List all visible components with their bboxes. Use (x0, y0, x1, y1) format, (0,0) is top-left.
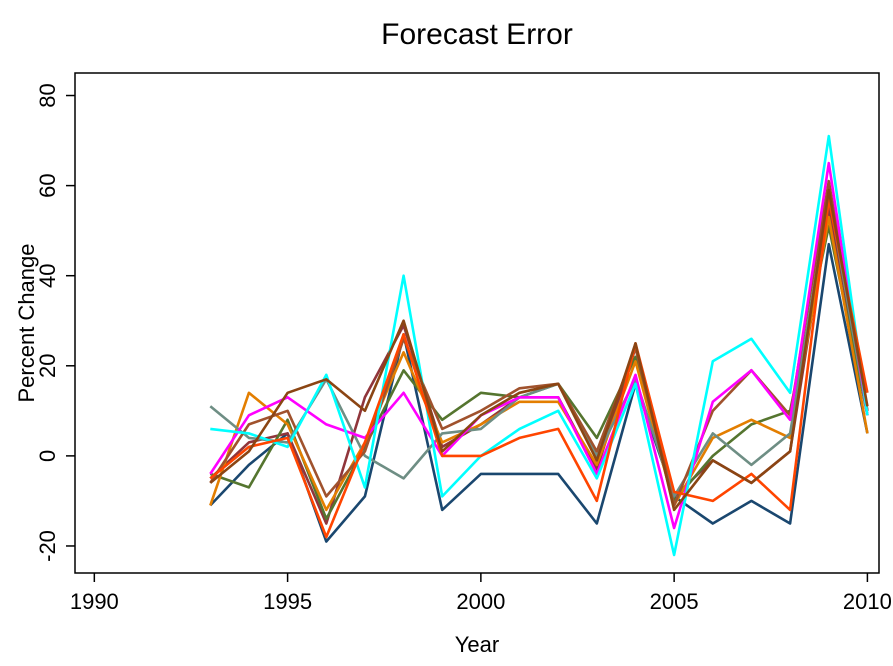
y-tick-label: 20 (35, 354, 60, 378)
plot-area-frame (74, 72, 880, 574)
y-tick-label: 0 (35, 450, 60, 462)
series-line-5 (209, 193, 869, 498)
x-axis-label: Year (455, 632, 499, 657)
y-tick-label: 60 (35, 173, 60, 197)
series-line-10 (209, 188, 869, 512)
y-axis-label: Percent Change (14, 244, 39, 403)
series-line-4 (209, 215, 869, 512)
x-tick-label: 1995 (263, 589, 312, 614)
x-axis-ticks: 1990 1995 2000 2005 2010 (70, 573, 892, 614)
y-tick-label: -20 (35, 530, 60, 562)
y-axis-ticks: -20 0 20 40 60 80 (35, 83, 75, 562)
series-line-7 (209, 161, 869, 530)
x-tick-label: 2010 (843, 589, 892, 614)
x-tick-label: 1990 (70, 589, 119, 614)
y-tick-label: 80 (35, 83, 60, 107)
series-lines (209, 134, 869, 557)
series-line-8 (210, 134, 869, 557)
y-tick-label: 40 (35, 263, 60, 287)
x-tick-label: 2000 (456, 589, 505, 614)
chart-title: Forecast Error (381, 18, 573, 51)
series-line-9 (209, 197, 869, 539)
x-tick-label: 2005 (650, 589, 699, 614)
